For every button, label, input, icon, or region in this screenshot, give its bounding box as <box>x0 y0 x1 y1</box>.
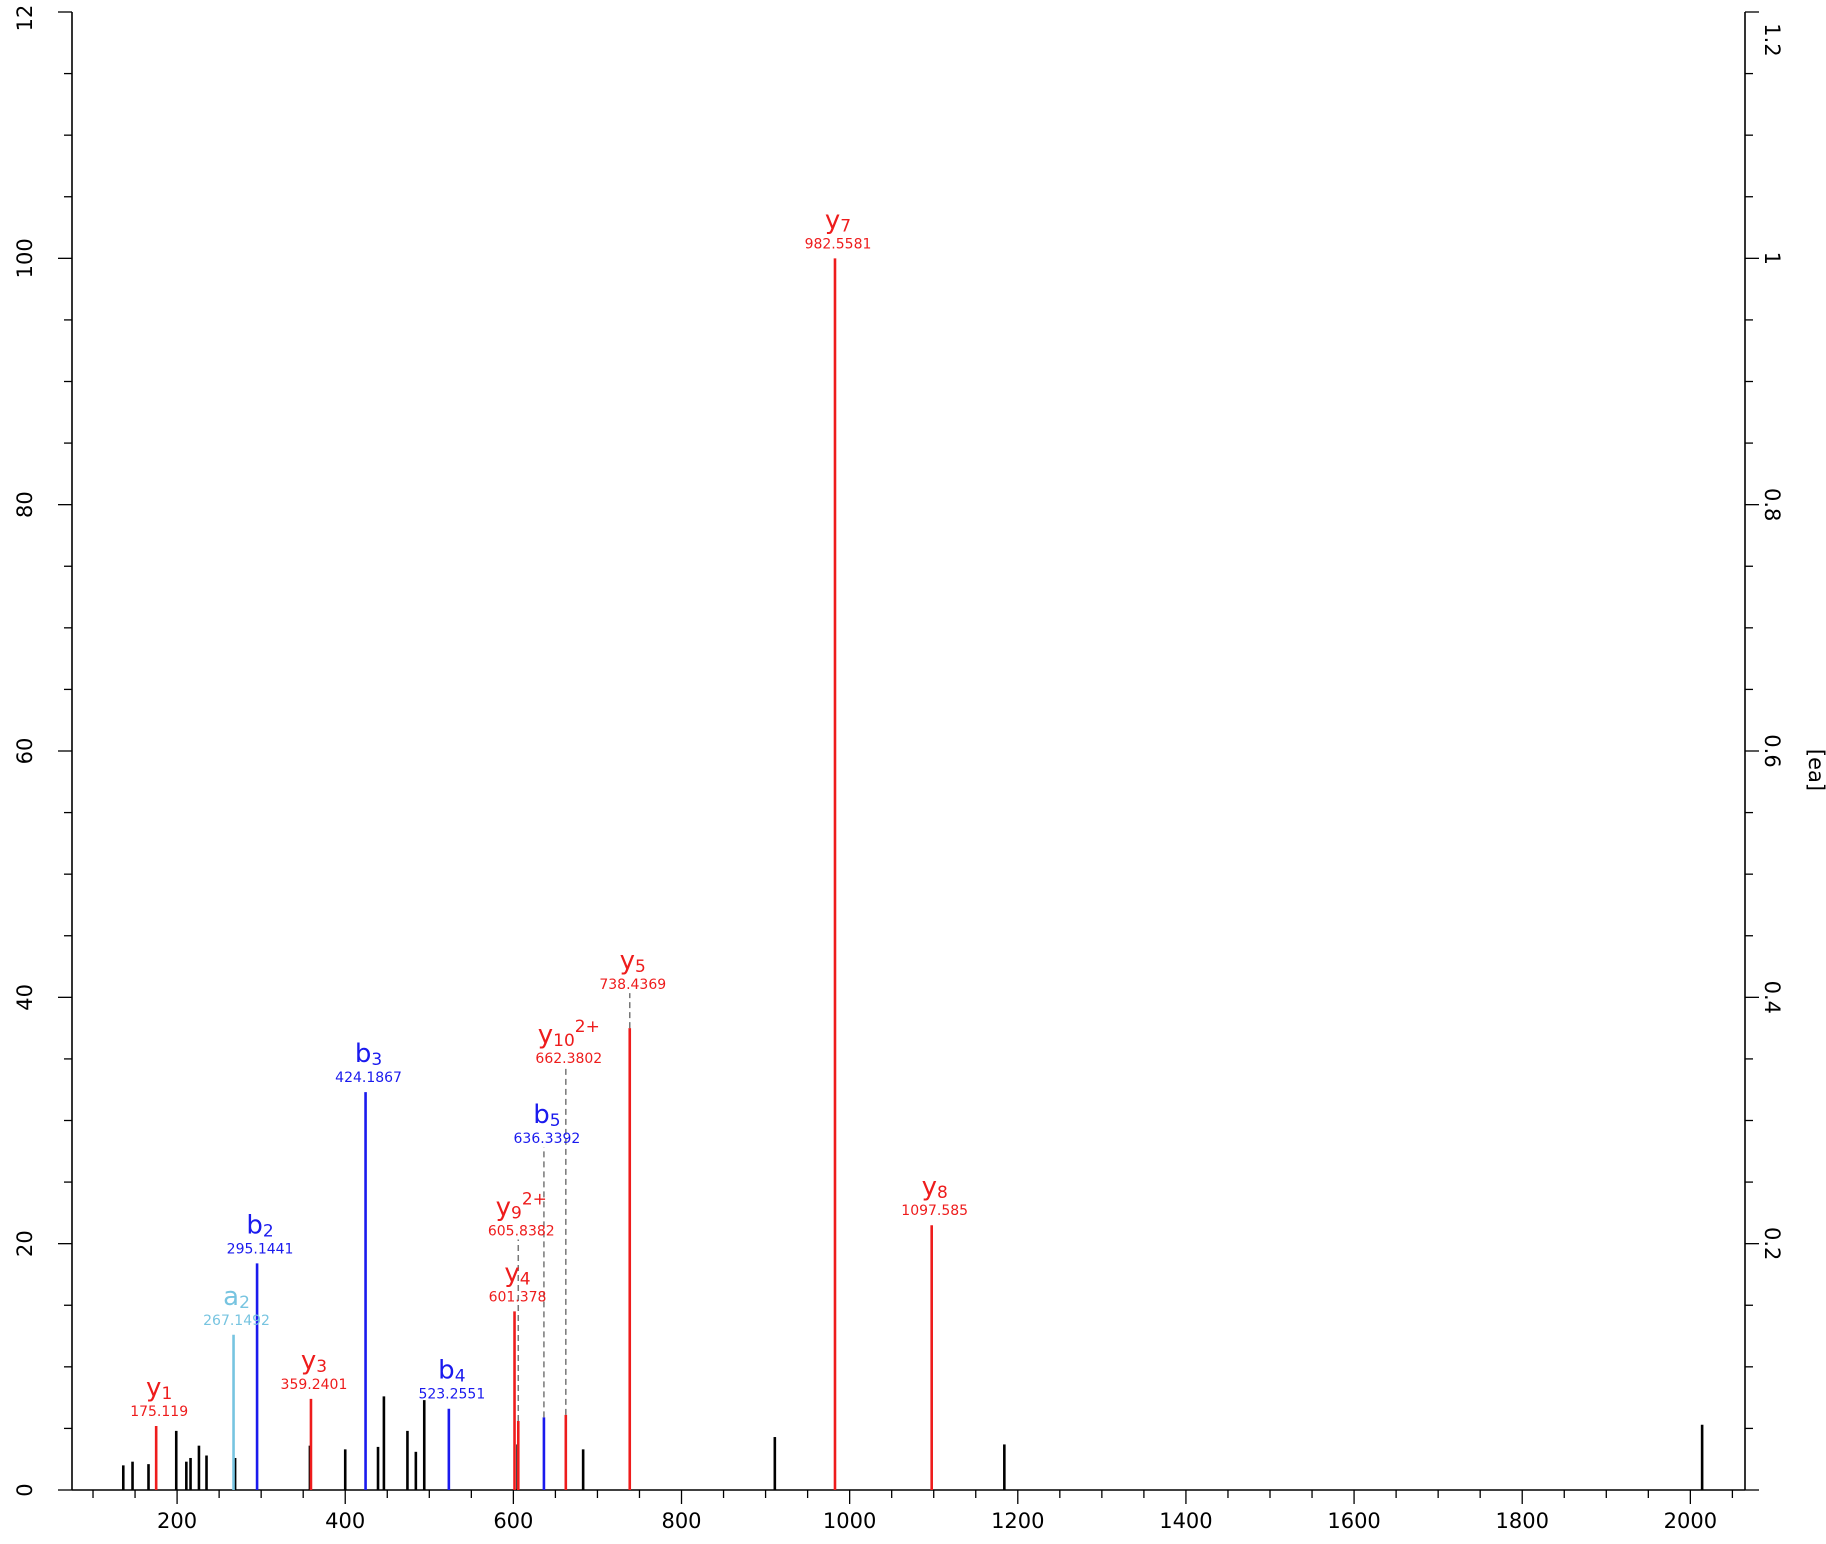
ion-label: b2 <box>246 1210 273 1241</box>
peak-mz-label: 175.119 <box>130 1404 188 1420</box>
x-tick-label: 200 <box>157 1509 197 1533</box>
ion-label: y92+ <box>496 1190 547 1224</box>
peak-mz-label: 295.1441 <box>227 1241 294 1257</box>
ion-label: y102+ <box>538 1017 600 1051</box>
spectrum-peaks <box>121 258 1704 1490</box>
x-tick-label: 1800 <box>1495 1509 1548 1533</box>
ion-number: 1 <box>161 1384 172 1404</box>
ion-letter: b <box>246 1210 263 1240</box>
peak-mz-label: 636.3392 <box>514 1131 581 1147</box>
ion-label: b5 <box>533 1100 560 1131</box>
peak-mz-label: 982.5581 <box>805 236 872 252</box>
ion-letter: y <box>496 1193 511 1223</box>
ion-label: y5 <box>620 946 646 977</box>
y-tick-label: 80 <box>13 491 37 518</box>
ion-letter: b <box>438 1356 455 1386</box>
ion-letter: a <box>223 1282 239 1312</box>
ion-number: 9 <box>511 1204 522 1224</box>
x-tick-label: 400 <box>325 1509 365 1533</box>
ion-letter: y <box>620 946 635 976</box>
ion-number: 8 <box>937 1183 948 1203</box>
y2-tick-label: 0.8 <box>1760 488 1784 521</box>
x-tick-label: 1000 <box>823 1509 876 1533</box>
ion-number: 7 <box>840 216 851 236</box>
y2-tick-label: 0.6 <box>1760 734 1784 767</box>
y2-tick-label: 0.4 <box>1760 981 1784 1014</box>
ion-letter: y <box>146 1373 161 1403</box>
ion-number: 3 <box>371 1050 382 1070</box>
ion-charge: 2+ <box>522 1190 547 1210</box>
x-tick-label: 600 <box>493 1509 533 1533</box>
peak-mz-label: 662.3802 <box>535 1051 602 1067</box>
ion-number: 3 <box>316 1357 327 1377</box>
peak-mz-label: 1097.585 <box>901 1203 968 1219</box>
y-tick-label: 20 <box>13 1230 37 1257</box>
ion-label: y8 <box>922 1172 948 1203</box>
y2-tick-label: 1.2 <box>1760 23 1784 56</box>
ion-letter: y <box>301 1346 316 1376</box>
ion-letter: y <box>922 1172 937 1202</box>
peak-mz-label: 267.1492 <box>203 1313 270 1329</box>
y2-tick-label: 0.2 <box>1760 1227 1784 1260</box>
ion-label: b3 <box>355 1039 382 1070</box>
ion-letter: b <box>533 1100 550 1130</box>
ion-number: 4 <box>455 1367 466 1387</box>
peak-mz-label: 359.2401 <box>281 1377 348 1393</box>
ion-charge: 2+ <box>575 1017 600 1037</box>
peak-mz-label: 523.2551 <box>418 1387 485 1403</box>
y-tick-label: 40 <box>13 984 37 1011</box>
x-tick-label: 1400 <box>1159 1509 1212 1533</box>
ion-letter: y <box>504 1258 519 1288</box>
peak-mz-label: 601.378 <box>489 1289 547 1305</box>
peak-mz-label: 424.1867 <box>335 1070 402 1086</box>
ion-number: 2 <box>263 1221 274 1241</box>
ion-number: 5 <box>635 957 646 977</box>
y-tick-label: 0 <box>13 1483 37 1496</box>
axes: 200 400 600 800 1000 1200 1400 1600 1800 2000 0 20 4… <box>13 5 1826 1533</box>
ion-letter: b <box>355 1039 372 1069</box>
x-tick-label: 1600 <box>1327 1509 1380 1533</box>
ion-number: 2 <box>239 1293 250 1313</box>
ion-label: y7 <box>825 205 851 236</box>
y2-tick-label: 1 <box>1760 252 1784 265</box>
y-tick-label: 12 <box>13 5 37 32</box>
ion-number: 5 <box>550 1111 561 1131</box>
x-tick-label: 800 <box>661 1509 701 1533</box>
ion-letter: y <box>538 1020 553 1050</box>
ion-label: a2 <box>223 1282 250 1313</box>
ion-number: 4 <box>520 1269 531 1289</box>
x-tick-label: 1200 <box>991 1509 1044 1533</box>
ion-label: y1 <box>146 1373 172 1404</box>
y2-axis-title: [ea] <box>1804 749 1826 791</box>
ion-label: y3 <box>301 1346 327 1377</box>
x-tick-label: 2000 <box>1664 1509 1717 1533</box>
ion-label: y4 <box>504 1258 530 1289</box>
ion-label: b4 <box>438 1356 465 1387</box>
peak-mz-label: 738.4369 <box>599 977 666 993</box>
ion-letter: y <box>825 205 840 235</box>
peak-mz-label: 605.8382 <box>488 1224 555 1240</box>
ion-number: 10 <box>553 1031 575 1051</box>
y-tick-label: 100 <box>13 238 37 278</box>
y-tick-label: 60 <box>13 738 37 765</box>
